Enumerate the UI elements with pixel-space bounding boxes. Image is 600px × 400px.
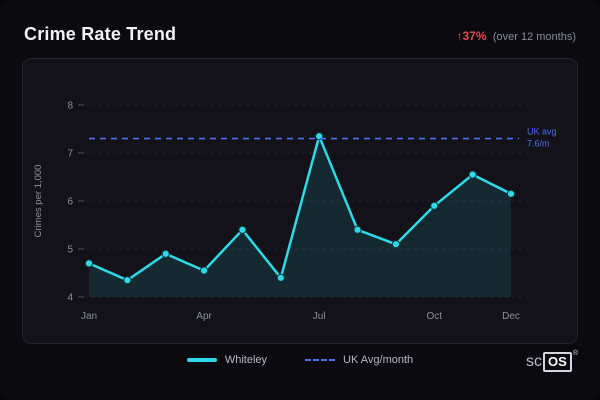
solid-line-swatch-icon bbox=[186, 358, 217, 362]
svg-text:Oct: Oct bbox=[426, 311, 442, 322]
trend-percent: 37% bbox=[462, 29, 487, 43]
svg-text:Apr: Apr bbox=[196, 311, 212, 322]
svg-text:6: 6 bbox=[67, 197, 73, 208]
svg-text:7.6/m: 7.6/m bbox=[527, 139, 550, 149]
svg-text:8: 8 bbox=[67, 101, 73, 112]
chart-panel: 4 5 6 7 8 Jan Apr Jul Oct Dec Crimes per 1,000 UK a… bbox=[22, 58, 578, 344]
svg-text:7: 7 bbox=[67, 149, 73, 160]
svg-text:4: 4 bbox=[67, 293, 73, 304]
logo-prefix: sc bbox=[526, 353, 543, 370]
legend-item-uk-avg[interactable]: UK Avg/month bbox=[305, 354, 413, 366]
page-title: Crime Rate Trend bbox=[24, 24, 177, 44]
up-arrow-icon: ↑ bbox=[456, 29, 463, 43]
legend-label: UK Avg/month bbox=[343, 354, 414, 366]
crime-trend-chart: 4 5 6 7 8 Jan Apr Jul Oct Dec Crimes per 1,000 UK a… bbox=[33, 101, 557, 323]
svg-text:Dec: Dec bbox=[502, 311, 520, 322]
trend-stat: ↑37% (over 12 months) bbox=[456, 29, 576, 43]
header: Crime Rate Trend ↑37% (over 12 months) bbox=[24, 24, 576, 45]
svg-text:5: 5 bbox=[67, 245, 73, 256]
svg-text:Jan: Jan bbox=[81, 311, 97, 322]
trend-caption: (over 12 months) bbox=[492, 31, 576, 43]
chart-legend: Whiteley UK Avg/month bbox=[0, 354, 600, 366]
legend-label: Whiteley bbox=[224, 354, 268, 366]
svg-text:UK avg: UK avg bbox=[527, 127, 557, 137]
registered-mark-icon: ® bbox=[572, 350, 578, 357]
svg-text:Crimes per 1,000: Crimes per 1,000 bbox=[33, 165, 44, 238]
legend-item-whiteley[interactable]: Whiteley bbox=[186, 354, 268, 366]
dashed-line-swatch-icon bbox=[305, 359, 336, 361]
logo-box: OS bbox=[543, 352, 572, 372]
scos-logo: sc OS ® bbox=[526, 350, 578, 372]
svg-text:Jul: Jul bbox=[313, 311, 326, 322]
